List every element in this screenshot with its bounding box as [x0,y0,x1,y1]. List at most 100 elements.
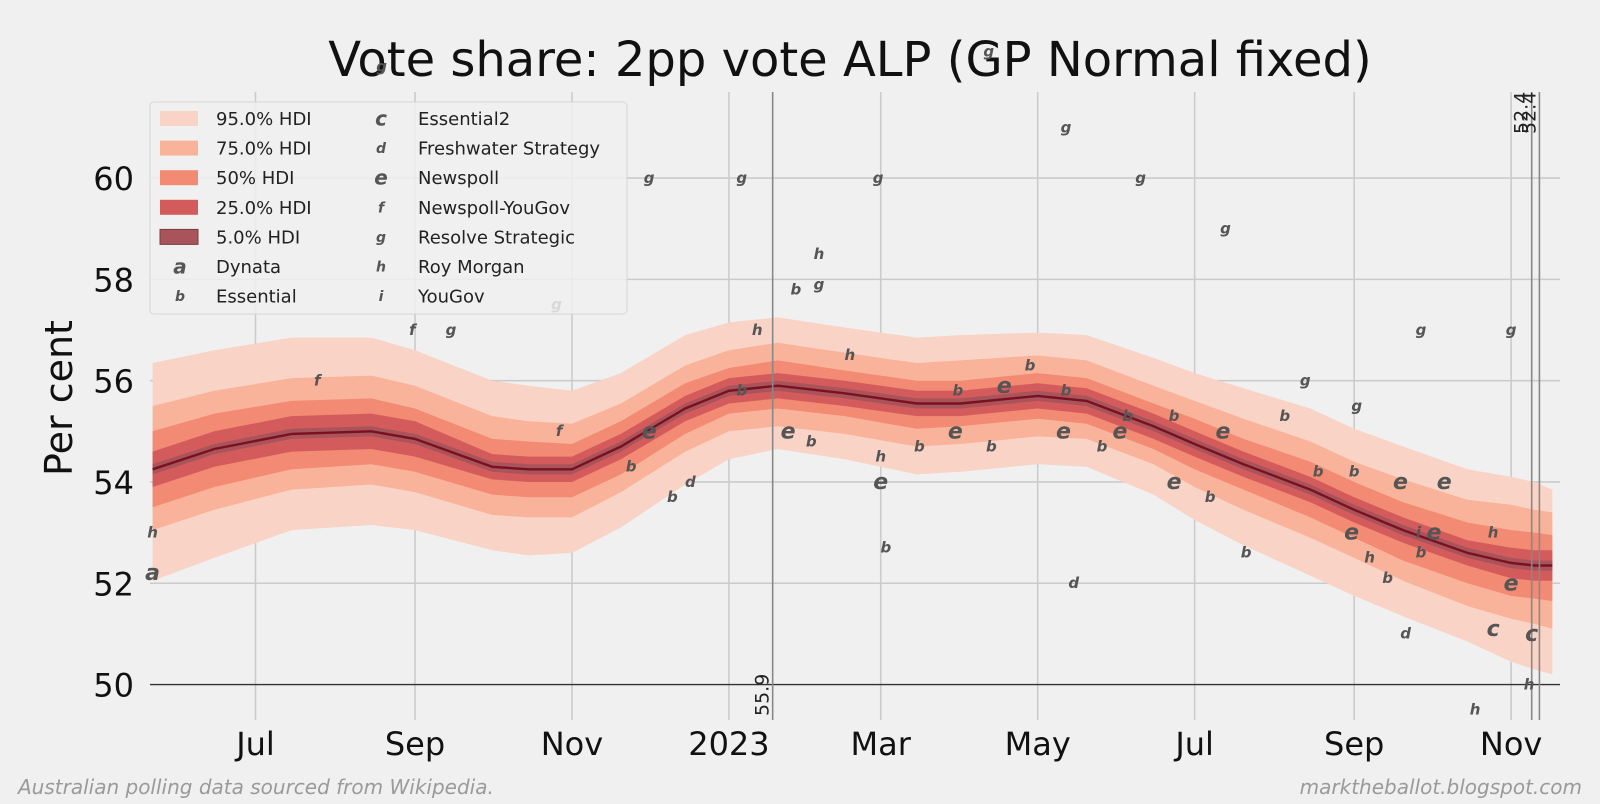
plot-area: 50 52 54 56 58 60 Jul Sep Nov 2023 Mar May Jul Sep Nov… [93,42,1560,763]
legend-label: Essential2 [418,109,510,130]
poll-marker: h [875,447,886,465]
poll-marker: e [997,374,1012,399]
legend-box [149,101,628,315]
poll-marker: g [1061,118,1072,136]
x-tick-label: May [1005,725,1071,763]
poll-marker: g [644,169,655,187]
poll-marker: c [1487,617,1500,642]
poll-marker: h [1524,675,1535,693]
poll-marker: b [1097,437,1108,455]
y-tick-label: 52 [93,565,134,603]
poll-marker: b [806,432,817,450]
poll-marker: e [781,419,796,444]
poll-marker: e [1393,470,1408,495]
poll-marker: g [983,42,994,60]
x-tick-label: Jul [1173,725,1214,763]
legend-label: Newspoll-YouGov [418,198,570,219]
poll-marker: e [1215,419,1230,444]
legend-marker: i [379,289,384,305]
poll-marker: e [1504,571,1519,596]
x-tick-label: 2023 [688,725,769,763]
y-tick-label: 56 [93,363,134,401]
x-tick-label: Mar [851,725,912,763]
legend: 95.0% HDI 75.0% HDI 50% HDI 25.0% HDI 5.0% H… [149,101,628,315]
y-tick-label: 58 [93,261,134,299]
legend-marker: d [376,141,387,157]
poll-marker: b [1205,488,1216,506]
poll-marker: f [409,321,418,339]
legend-label: 95.0% HDI [216,109,312,130]
footer-site: marktheballot.blogspot.com [1300,775,1582,799]
poll-marker: g [873,169,884,187]
poll-marker: h [752,321,763,339]
poll-marker: b [667,488,678,506]
legend-label: YouGov [417,287,485,308]
poll-marker: g [1135,169,1146,187]
legend-label: 5.0% HDI [216,227,300,248]
footer-source: Australian polling data sourced from Wik… [16,775,494,799]
poll-marker: i [1416,523,1422,541]
y-tick-label: 60 [93,160,134,198]
poll-marker: b [953,382,964,400]
legend-swatch [160,199,198,215]
poll-marker: h [1364,549,1375,567]
poll-marker: f [314,371,323,389]
poll-marker: e [948,419,963,444]
poll-marker: e [1113,419,1128,444]
poll-marker: e [1167,470,1182,495]
poll-marker: d [1400,625,1411,643]
x-tick-label: Nov [1480,725,1542,763]
poll-marker: g [1351,397,1362,415]
y-tick-label: 54 [93,464,134,502]
poll-marker: b [1061,382,1072,400]
legend-label: Dynata [216,257,281,278]
poll-marker: d [685,473,696,491]
x-tick-label: Sep [1324,725,1384,763]
poll-marker: b [1279,407,1290,425]
legend-swatch [160,170,198,186]
poll-marker: b [626,458,637,476]
legend-label: 75.0% HDI [216,139,312,160]
poll-marker: b [790,280,801,298]
poll-marker: g [736,169,747,187]
y-tick-label: 50 [93,667,134,705]
poll-marker: b [1025,356,1036,374]
poll-marker: e [1437,470,1452,495]
poll-marker: b [1313,463,1324,481]
legend-marker: a [173,254,187,278]
poll-marker: b [1169,407,1180,425]
poll-marker: h [147,523,158,541]
poll-marker: g [446,321,457,339]
endpoint-annotation: 52.4 [1511,92,1533,134]
endpoint-annotation: 55.9 [752,674,774,716]
x-tick-label: Jul [234,725,275,763]
poll-marker: f [556,422,565,440]
legend-label: 50% HDI [216,168,294,189]
legend-swatch [159,228,199,245]
chart-title: Vote share: 2pp vote ALP (GP Normal fixe… [328,32,1371,88]
poll-marker: h [845,346,856,364]
legend-marker: f [378,200,386,216]
legend-marker: b [175,289,185,305]
legend-label: Freshwater Strategy [418,139,600,160]
poll-marker: e [1056,419,1071,444]
poll-marker: h [1470,701,1481,719]
poll-marker: g [376,57,387,75]
poll-marker: e [1426,521,1441,546]
y-axis-label: Per cent [37,320,81,476]
hdi-band [152,342,1553,629]
poll-marker: d [1068,574,1079,592]
poll-marker: b [1349,463,1360,481]
poll-marker: g [1416,321,1427,339]
legend-label: Roy Morgan [418,257,525,278]
poll-marker: c [1525,622,1538,647]
poll-marker: b [1382,569,1393,587]
endpoint-annotation: 52.4 [1518,92,1540,134]
poll-marker: b [881,539,892,557]
poll-marker: b [1122,407,1133,425]
legend-label: Essential [216,287,297,308]
median-line [152,384,1553,567]
legend-marker: h [376,259,386,275]
